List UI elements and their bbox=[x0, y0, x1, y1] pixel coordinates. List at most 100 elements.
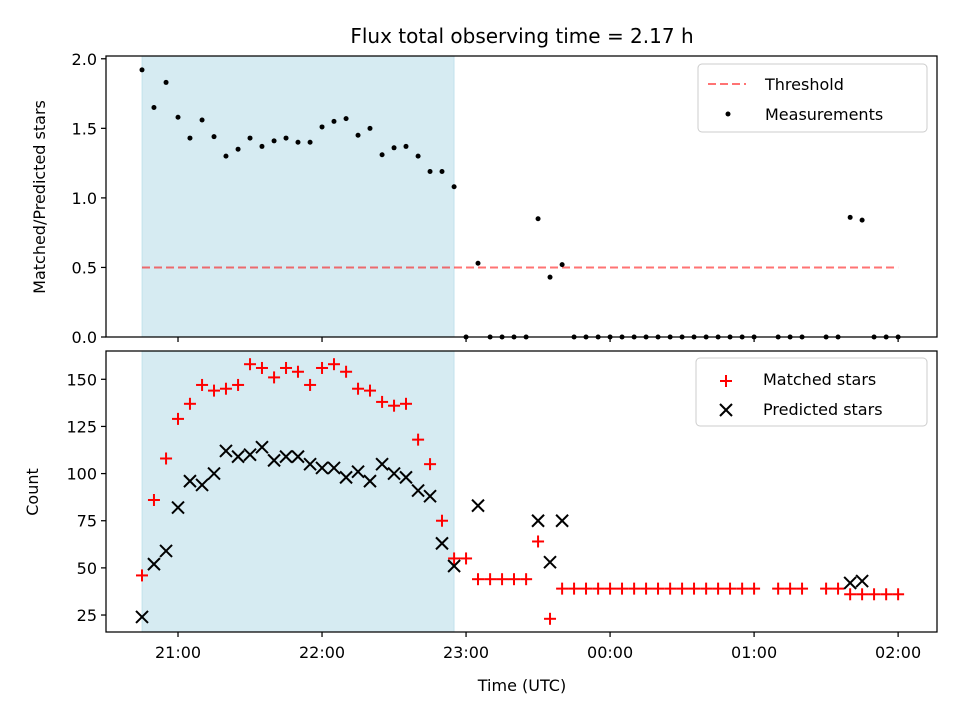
matched-star-point bbox=[580, 582, 593, 595]
predicted-star-point bbox=[159, 544, 173, 558]
matched-star-point bbox=[255, 361, 268, 374]
top-ylabel: Matched/Predicted stars bbox=[30, 100, 49, 294]
legend-matched-label: Matched stars bbox=[763, 370, 876, 389]
matched-star-point bbox=[219, 382, 232, 395]
matched-star-point bbox=[196, 378, 209, 391]
measurement-point bbox=[451, 184, 457, 190]
matched-star-point bbox=[568, 582, 581, 595]
predicted-star-point bbox=[231, 449, 245, 464]
predicted-star-point bbox=[207, 466, 221, 481]
predicted-star-point bbox=[315, 461, 329, 475]
predicted-star-point bbox=[399, 470, 413, 485]
predicted-star-point bbox=[363, 474, 377, 488]
predicted-star-point bbox=[531, 514, 545, 528]
predicted-star-point bbox=[147, 557, 161, 571]
matched-star-point bbox=[484, 573, 497, 586]
top-legend: Threshold Measurements bbox=[697, 63, 928, 133]
predicted-star-point bbox=[303, 457, 317, 471]
matched-star-point bbox=[399, 397, 412, 410]
top-legend-box bbox=[697, 63, 928, 133]
matched-star-point bbox=[892, 588, 905, 601]
predicted-star-point bbox=[327, 461, 341, 475]
measurement-point bbox=[343, 116, 349, 122]
matched-star-point bbox=[448, 552, 461, 565]
bottom-ytick-label: 50 bbox=[77, 559, 97, 578]
matched-star-point bbox=[232, 378, 245, 391]
matched-star-point bbox=[304, 378, 317, 391]
matched-star-point bbox=[784, 582, 797, 595]
legend-predicted-label: Predicted stars bbox=[763, 400, 883, 419]
measurement-point bbox=[331, 118, 337, 124]
measurement-point bbox=[427, 168, 433, 174]
matched-star-point bbox=[472, 573, 485, 586]
matched-star-point bbox=[183, 397, 196, 410]
measurement-point bbox=[415, 153, 421, 159]
bottom-ytick-label: 75 bbox=[77, 512, 97, 531]
matched-star-point bbox=[268, 371, 281, 384]
predicted-star-point bbox=[243, 448, 257, 462]
matched-star-point bbox=[832, 582, 845, 595]
bottom-shaded-interval bbox=[141, 350, 455, 633]
xtick-label: 22:00 bbox=[299, 643, 345, 662]
matched-star-point bbox=[291, 365, 304, 378]
matched-star-point bbox=[736, 582, 749, 595]
matched-star-point bbox=[388, 399, 401, 412]
measurement-point bbox=[187, 135, 193, 141]
predicted-star-point bbox=[855, 574, 869, 588]
measurement-point bbox=[175, 114, 181, 120]
matched-star-point bbox=[520, 573, 533, 586]
matched-star-point bbox=[172, 412, 185, 425]
measurement-point bbox=[379, 152, 385, 158]
matched-star-point bbox=[796, 582, 809, 595]
predicted-star-point bbox=[195, 478, 209, 492]
matched-star-point bbox=[700, 582, 713, 595]
matched-star-point bbox=[688, 582, 701, 595]
xtick-label: 01:00 bbox=[731, 643, 777, 662]
xtick-label: 00:00 bbox=[587, 643, 633, 662]
measurement-point bbox=[139, 67, 145, 73]
matched-star-point bbox=[544, 612, 557, 625]
bottom-legend: Matched stars Predicted stars bbox=[695, 357, 928, 427]
matched-star-point bbox=[592, 582, 605, 595]
measurement-point bbox=[475, 260, 481, 266]
measurement-point bbox=[859, 217, 865, 223]
top-ytick-label: 0.0 bbox=[72, 328, 97, 347]
measurement-point bbox=[403, 143, 409, 149]
matched-star-point bbox=[136, 569, 149, 582]
matched-star-point bbox=[856, 588, 869, 601]
measurement-point bbox=[535, 216, 541, 222]
matched-star-point bbox=[280, 361, 293, 374]
bottom-ytick-label: 150 bbox=[66, 370, 97, 389]
top-axes-frame bbox=[105, 55, 938, 338]
matched-star-point bbox=[352, 382, 365, 395]
top-panel: 0.00.51.01.52.0 Matched/Predicted stars … bbox=[30, 50, 938, 347]
legend-matched-swatch bbox=[720, 375, 732, 387]
measurement-point bbox=[235, 146, 241, 152]
measurement-point bbox=[199, 117, 205, 123]
predicted-star-point bbox=[351, 464, 365, 479]
matched-star-point bbox=[616, 582, 629, 595]
predicted-star-point bbox=[411, 483, 425, 498]
measurement-point bbox=[271, 138, 277, 144]
xtick-label: 21:00 bbox=[155, 643, 201, 662]
matched-star-point bbox=[748, 582, 761, 595]
matched-star-point bbox=[340, 365, 353, 378]
matched-star-point bbox=[868, 588, 881, 601]
measurement-point bbox=[559, 262, 565, 268]
bottom-legend-box bbox=[695, 357, 928, 427]
measurement-point bbox=[259, 143, 265, 149]
matched-star-point bbox=[412, 433, 425, 446]
predicted-star-point bbox=[471, 498, 485, 513]
predicted-star-point bbox=[375, 457, 389, 471]
top-ytick-label: 1.5 bbox=[72, 119, 97, 138]
matched-star-point bbox=[772, 582, 785, 595]
legend-measurements-label: Measurements bbox=[765, 105, 883, 124]
measurement-point bbox=[307, 139, 313, 145]
legend-threshold-label: Threshold bbox=[764, 75, 844, 94]
predicted-star-point bbox=[255, 440, 269, 454]
bottom-panel: 25 50 75 100 125 150 21:00 22:00 23:00 00:00 01:00… bbox=[23, 350, 938, 662]
predicted-star-point bbox=[171, 500, 185, 515]
predicted-star-point bbox=[423, 489, 437, 503]
measurement-point bbox=[295, 139, 301, 145]
predicted-star-point bbox=[183, 474, 197, 488]
